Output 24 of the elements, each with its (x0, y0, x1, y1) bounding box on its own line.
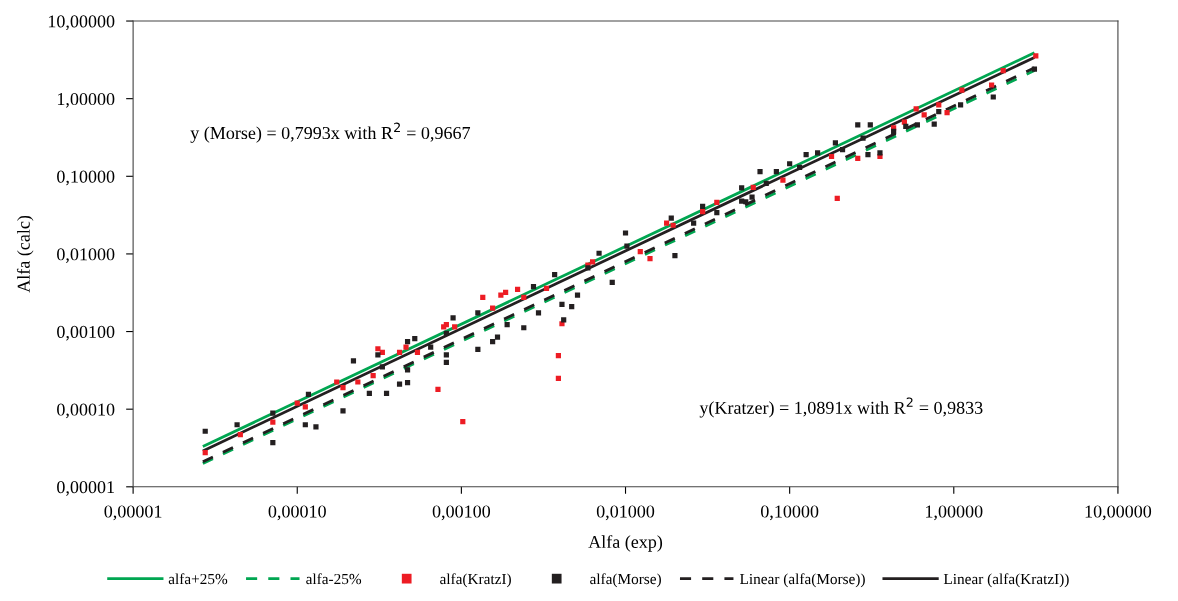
y-tick-label: 1,00000 (57, 92, 115, 108)
y-tick-label: 0,00001 (57, 481, 114, 496)
legend-label: alfa+25% (168, 573, 228, 585)
legend-label: alfa-25% (306, 573, 362, 585)
x-tick-label: 0,00100 (432, 505, 491, 521)
legend-label: alfa(Morse) (590, 573, 661, 588)
x-tick-label: 1,00000 (926, 505, 983, 521)
y-tick-label: 10,00000 (48, 15, 115, 31)
legend-label: Linear (alfa(Morse)) (740, 573, 865, 588)
x-tick-label: 10,00000 (1085, 505, 1152, 521)
x-tick-label: 0,00010 (268, 505, 326, 521)
y-tick-label: 0,00100 (57, 325, 115, 341)
annotation: y(Kratzer) = 1,0891x with R$^{2}$ = 0,9833 (699, 397, 983, 418)
x-tick-label: 0,00001 (104, 505, 162, 521)
annotation: y (Morse) = 0,7993x with R$^{2}$ = 0,9667 (190, 122, 471, 143)
legend-label: alfa(KratzI) (440, 573, 511, 588)
y-tick-label: 0,01000 (57, 248, 115, 263)
x-tick-label: 0,10000 (761, 505, 819, 521)
x-tick-label: 0,01000 (596, 505, 655, 521)
x-axis-title: Alfa (exp) (588, 535, 663, 552)
y-tick-label: 0,10000 (57, 170, 115, 186)
y-tick-label: 0,00010 (57, 403, 115, 419)
y-axis-title: Alfa (calc) (16, 215, 34, 293)
legend-label: Linear (alfa(KratzI)) (943, 573, 1069, 588)
